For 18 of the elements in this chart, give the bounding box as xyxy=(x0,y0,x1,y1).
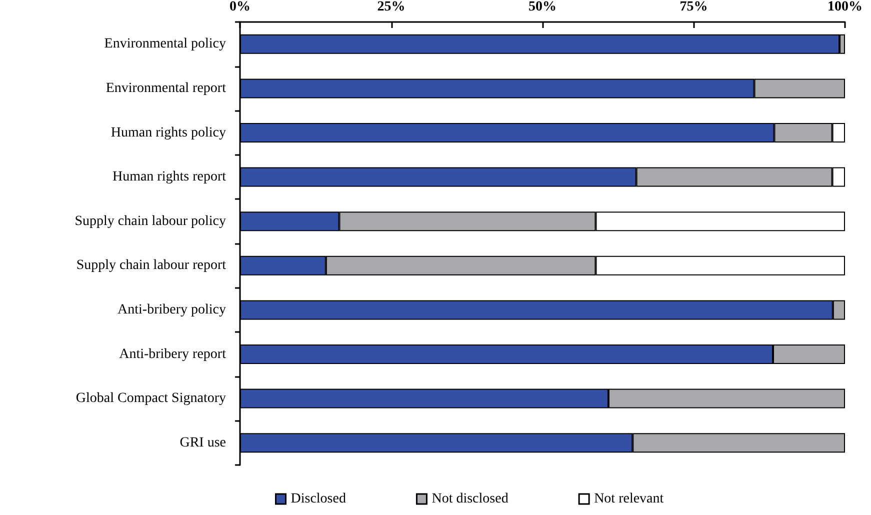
x-tick-label: 75% xyxy=(680,0,708,14)
legend-label: Not disclosed xyxy=(432,492,508,506)
x-tick-label: 50% xyxy=(528,0,556,14)
y-tick-label: GRI use xyxy=(180,435,226,450)
y-tick-label: Environmental policy xyxy=(104,36,226,52)
y-tick-label: Anti-bribery report xyxy=(119,346,226,362)
y-tick-label: Supply chain labour policy xyxy=(74,214,226,229)
legend-label: Not relevant xyxy=(594,492,664,506)
y-tick-label: Supply chain labour report xyxy=(76,258,226,274)
x-tick-label: 0% xyxy=(230,0,250,14)
legend-label: Disclosed xyxy=(290,492,346,506)
x-tick-label: 100% xyxy=(828,0,862,14)
x-tick-label: 25% xyxy=(377,0,406,14)
y-tick-label: Anti-bribery policy xyxy=(118,302,226,318)
y-tick-label: Human rights report xyxy=(112,170,226,185)
y-tick-label: Environmental report xyxy=(106,80,226,96)
y-tick-label: Human rights policy xyxy=(110,125,226,140)
y-tick-label: Global Compact Signatory xyxy=(76,391,226,406)
